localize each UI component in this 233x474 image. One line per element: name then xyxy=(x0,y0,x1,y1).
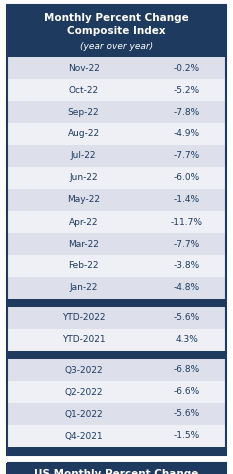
Text: -11.7%: -11.7% xyxy=(171,218,202,227)
Text: Jun-22: Jun-22 xyxy=(69,173,98,182)
Text: Q1-2022: Q1-2022 xyxy=(64,410,103,419)
Text: -6.0%: -6.0% xyxy=(173,173,200,182)
Text: Apr-22: Apr-22 xyxy=(69,218,98,227)
Text: Sep-22: Sep-22 xyxy=(68,108,99,117)
Text: -7.7%: -7.7% xyxy=(173,152,200,161)
Text: Composite Index: Composite Index xyxy=(67,26,166,36)
Text: 4.3%: 4.3% xyxy=(175,336,198,345)
Text: -5.6%: -5.6% xyxy=(173,313,200,322)
Bar xyxy=(7,425,226,447)
Bar xyxy=(7,5,226,57)
Bar xyxy=(7,167,226,189)
Bar xyxy=(7,463,226,474)
Bar xyxy=(7,233,226,255)
Text: Nov-22: Nov-22 xyxy=(68,64,99,73)
Text: -4.8%: -4.8% xyxy=(174,283,200,292)
Bar xyxy=(7,189,226,211)
Bar xyxy=(7,307,226,329)
Text: May-22: May-22 xyxy=(67,195,100,204)
Bar xyxy=(7,403,226,425)
Text: -7.8%: -7.8% xyxy=(173,108,200,117)
Bar xyxy=(7,463,226,474)
Bar xyxy=(7,381,226,403)
Text: Feb-22: Feb-22 xyxy=(69,262,99,271)
Text: Q4-2021: Q4-2021 xyxy=(64,431,103,440)
Text: -1.5%: -1.5% xyxy=(173,431,200,440)
Bar xyxy=(7,123,226,145)
Text: Jul-22: Jul-22 xyxy=(71,152,96,161)
Text: Jan-22: Jan-22 xyxy=(69,283,98,292)
Bar xyxy=(7,57,226,79)
Bar xyxy=(7,145,226,167)
Text: -3.8%: -3.8% xyxy=(173,262,200,271)
Bar xyxy=(7,79,226,101)
Bar xyxy=(7,211,226,233)
Text: Q3-2022: Q3-2022 xyxy=(64,365,103,374)
Text: -0.2%: -0.2% xyxy=(174,64,200,73)
Text: Monthly Percent Change: Monthly Percent Change xyxy=(44,13,189,23)
Text: YTD-2021: YTD-2021 xyxy=(62,336,106,345)
Text: -4.9%: -4.9% xyxy=(174,129,200,138)
Text: Q2-2022: Q2-2022 xyxy=(64,388,103,396)
Text: -5.2%: -5.2% xyxy=(174,85,200,94)
Bar xyxy=(7,101,226,123)
Text: (year over year): (year over year) xyxy=(80,42,153,51)
Text: -6.8%: -6.8% xyxy=(173,365,200,374)
Text: Mar-22: Mar-22 xyxy=(68,239,99,248)
Bar xyxy=(7,299,226,307)
Text: -6.6%: -6.6% xyxy=(173,388,200,396)
Bar xyxy=(7,359,226,381)
Bar xyxy=(7,351,226,359)
Bar xyxy=(7,255,226,277)
Text: -7.7%: -7.7% xyxy=(173,239,200,248)
Text: Oct-22: Oct-22 xyxy=(69,85,99,94)
Bar xyxy=(7,447,226,455)
Text: Aug-22: Aug-22 xyxy=(68,129,100,138)
Text: US Monthly Percent Change: US Monthly Percent Change xyxy=(34,469,199,474)
Text: -5.6%: -5.6% xyxy=(173,410,200,419)
Bar xyxy=(7,277,226,299)
Text: -1.4%: -1.4% xyxy=(174,195,200,204)
Bar xyxy=(7,329,226,351)
Text: YTD-2022: YTD-2022 xyxy=(62,313,105,322)
